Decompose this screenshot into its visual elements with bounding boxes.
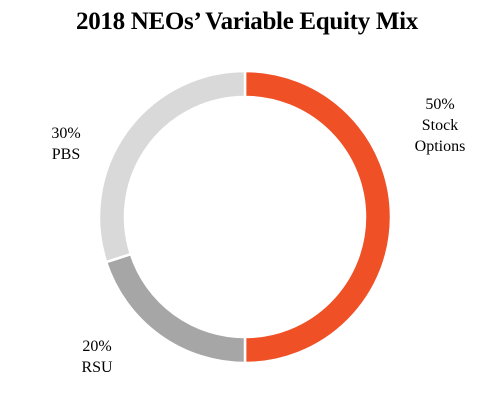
slice-label-rsu: 20% RSU [67,336,127,378]
donut-slice-stock-options [243,69,393,365]
slice-label-line: 30% [51,125,81,142]
slice-label-line: 20% [82,338,112,355]
slice-label-stock-options: 50% Stock Options [395,94,485,157]
slice-label-line: Stock [421,117,459,134]
donut-slice-pbs [97,69,247,264]
slice-label-line: Options [414,138,466,155]
slice-label-line: 50% [425,96,455,113]
slice-label-pbs: 30% PBS [36,123,96,165]
slice-label-line: PBS [51,146,81,163]
slice-label-line: RSU [81,359,113,376]
chart-title: 2018 NEOs’ Variable Equity Mix [76,8,418,35]
